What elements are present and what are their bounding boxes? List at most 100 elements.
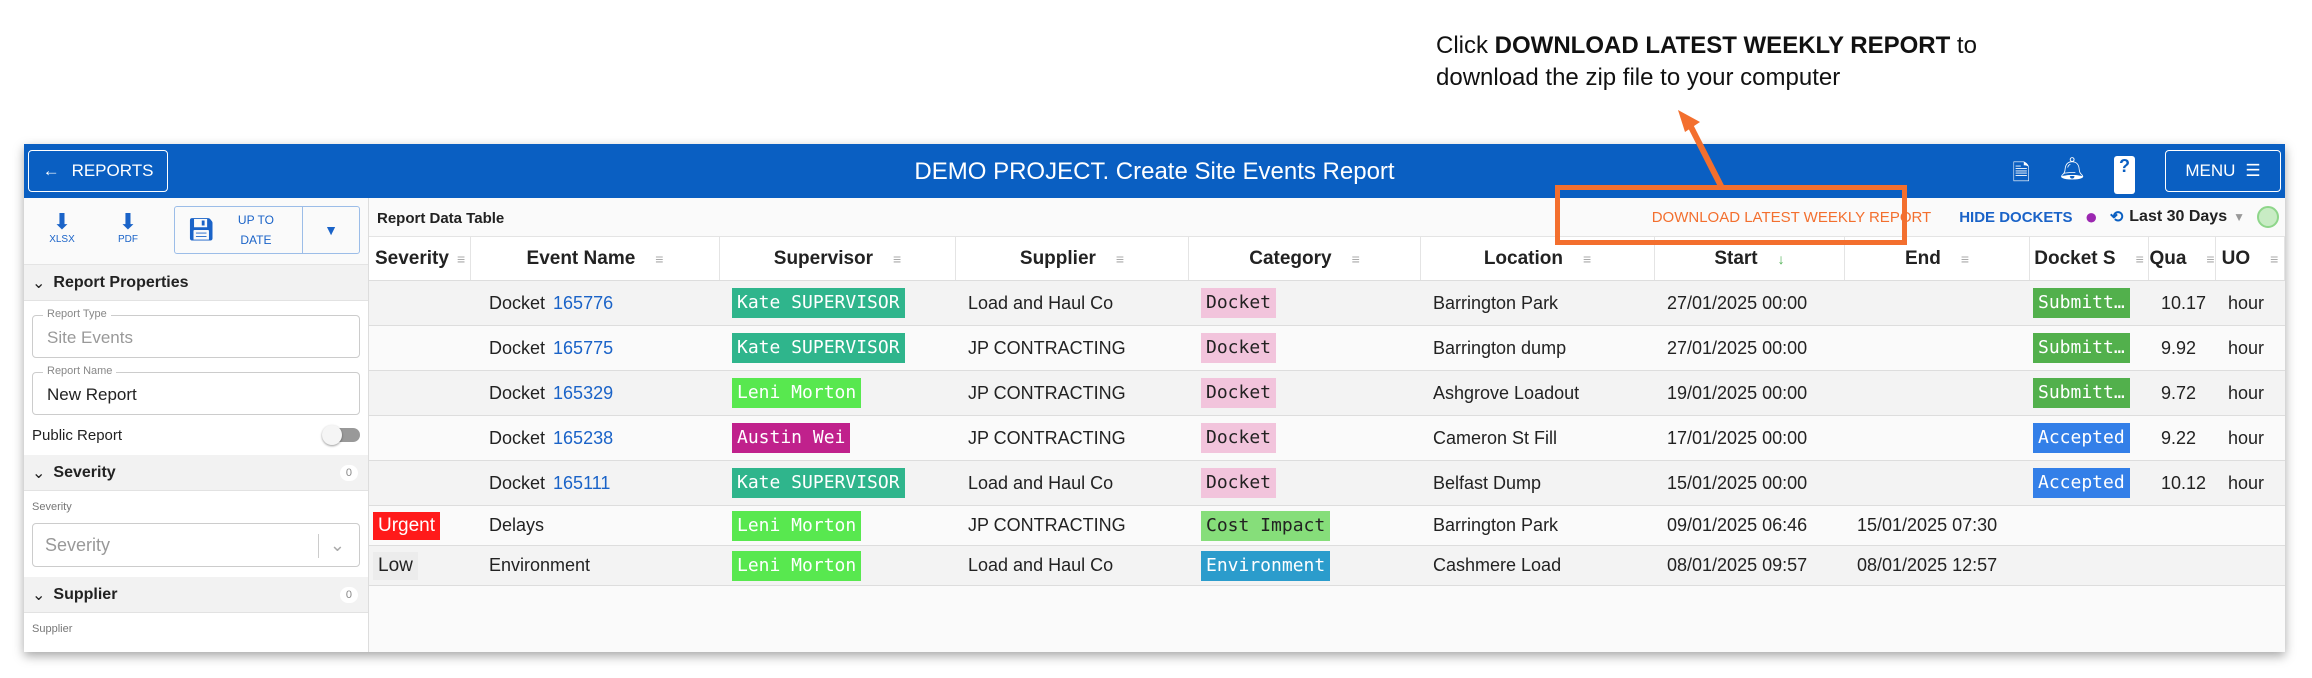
severity-badge: Urgent	[373, 511, 441, 540]
column-header[interactable]: Docket S ≡	[2030, 237, 2149, 280]
column-header[interactable]: End ≡	[1845, 237, 2030, 280]
docket-link[interactable]: 165111	[553, 472, 611, 493]
supplier: JP CONTRACTING	[968, 337, 1126, 358]
field-value: New Report	[47, 385, 137, 404]
status-cell: Submitt…	[2030, 333, 2149, 363]
supplier: Load and Haul Co	[968, 555, 1114, 575]
event-cell: Docket 165775	[471, 338, 720, 359]
public-report-toggle[interactable]	[322, 425, 360, 445]
filter-icon[interactable]: ≡	[655, 250, 664, 267]
filter-icon[interactable]: ≡	[1351, 250, 1360, 267]
location-cell: Barrington Park	[1421, 293, 1655, 314]
date-range-select[interactable]: ⟲ Last 30 Days ▼	[2110, 207, 2245, 227]
quantity-cell: 9.92	[2149, 338, 2216, 359]
filter-icon[interactable]: ≡	[1115, 250, 1125, 267]
column-header[interactable]: Supervisor ≡	[720, 237, 956, 280]
event-name: Delays	[489, 515, 545, 535]
filter-icon[interactable]: ≡	[2135, 250, 2144, 267]
docket-link[interactable]: 165775	[553, 337, 614, 358]
supervisor-cell: Leni Morton	[720, 378, 956, 408]
sort-desc-icon[interactable]: ↓	[1777, 250, 1785, 267]
severity-select[interactable]: Severity ⌄	[32, 523, 360, 567]
column-title: UO	[2221, 247, 2251, 269]
severity-section[interactable]: ⌄ Severity 0	[24, 455, 368, 491]
supervisor-chip: Leni Morton	[732, 550, 862, 581]
section-title: Severity	[53, 463, 116, 481]
table-row[interactable]: Docket 165238 Austin Wei JP CONTRACTING Dock…	[369, 416, 2285, 461]
field-value: Site Events	[47, 328, 133, 347]
column-header[interactable]: Start ↓	[1655, 237, 1845, 280]
filter-icon[interactable]: ≡	[1583, 250, 1592, 267]
column-header[interactable]: Supplier ≡	[956, 237, 1189, 280]
menu-button[interactable]: MENU ☰	[2165, 150, 2281, 192]
start-cell: 15/01/2025 00:00	[1655, 473, 1845, 494]
column-header[interactable]: Category ≡	[1189, 237, 1421, 280]
location: Belfast Dump	[1433, 472, 1542, 493]
download-latest-weekly-report-button[interactable]: DOWNLOAD LATEST WEEKLY REPORT	[1651, 208, 1932, 226]
column-header[interactable]: Qua ≡	[2149, 237, 2216, 280]
filter-icon[interactable]: ≡	[1960, 250, 1970, 267]
unit: hour	[2228, 427, 2265, 448]
app-window: ← REPORTS DEMO PROJECT. Create Site Event…	[24, 144, 2285, 652]
start-time: 08/01/2025 09:57	[1667, 555, 1808, 575]
table-row[interactable]: Docket 165776 Kate SUPERVISOR Load and Haul…	[369, 281, 2285, 326]
xlsx-label: XLSX	[49, 234, 75, 245]
table-row[interactable]: Docket 165329 Leni Morton JP CONTRACTING Doc…	[369, 371, 2285, 416]
document-check-icon[interactable]: 🗎	[2012, 160, 2031, 185]
category-chip: Docket	[1201, 288, 1277, 318]
public-report-label: Public Report	[32, 426, 123, 444]
filter-icon[interactable]: ≡	[2206, 250, 2215, 267]
table-row[interactable]: Docket 165111 Kate SUPERVISOR Load and Haul…	[369, 461, 2285, 506]
report-type-field[interactable]: Report Type Site Events	[32, 308, 360, 358]
hide-dockets-button[interactable]: HIDE DOCKETS	[1959, 208, 2073, 226]
filter-icon[interactable]: ≡	[2270, 250, 2279, 267]
table-row[interactable]: Low Environment Leni Morton Load and Haul C…	[369, 546, 2285, 586]
category-chip: Cost Impact	[1201, 510, 1331, 541]
supplier-cell: Load and Haul Co	[956, 473, 1189, 494]
quantity: 9.72	[2161, 382, 2197, 403]
back-to-reports-button[interactable]: ← REPORTS	[28, 150, 168, 192]
table-row[interactable]: Docket 165775 Kate SUPERVISOR JP CONTRACTIN…	[369, 326, 2285, 371]
category-chip: Environment	[1201, 550, 1331, 581]
supervisor-cell: Austin Wei	[720, 423, 956, 453]
event-name: Environment	[489, 555, 591, 575]
filter-icon[interactable]: ≡	[893, 250, 902, 267]
supplier-cell: JP CONTRACTING	[956, 428, 1189, 449]
report-properties-section[interactable]: ⌄ Report Properties	[24, 265, 368, 301]
column-header[interactable]: Location ≡	[1421, 237, 1655, 280]
column-header[interactable]: Severity ≡	[369, 237, 471, 280]
docket-link[interactable]: 165329	[553, 382, 614, 403]
field-label: Report Type	[43, 308, 111, 320]
unit-cell: hour	[2216, 383, 2285, 404]
location-cell: Cashmere Load	[1421, 555, 1655, 576]
docket-link[interactable]: 165238	[553, 427, 614, 448]
location: Barrington Park	[1433, 515, 1559, 535]
location: Ashgrove Loadout	[1433, 382, 1580, 403]
quantity: 10.12	[2161, 472, 2207, 493]
docket-status-chip: Submitt…	[2033, 333, 2130, 363]
pdf-label: PDF	[118, 234, 138, 245]
table-row[interactable]: Urgent Delays Leni Morton JP CONTRACTING Cos…	[369, 506, 2285, 546]
export-pdf-button[interactable]: ⬇ PDF	[108, 210, 148, 246]
palette-icon[interactable]: ●	[2084, 204, 2098, 229]
supervisor-cell: Kate SUPERVISOR	[720, 333, 956, 363]
bell-icon[interactable]: 🔔︎	[2058, 156, 2086, 181]
supervisor-chip: Austin Wei	[732, 423, 851, 453]
event-name: Docket	[489, 472, 546, 493]
table-header-row: Severity ≡ Event Name ≡ Supervisor ≡ Supplier ≡…	[369, 237, 2285, 281]
supplier-section[interactable]: ⌄ Supplier 0	[24, 577, 368, 613]
chevron-down-icon: ⌄	[32, 586, 46, 604]
category-chip: Docket	[1201, 468, 1277, 498]
column-header[interactable]: Event Name ≡	[471, 237, 720, 280]
field-label: Report Name	[43, 365, 117, 377]
column-header[interactable]: UO ≡	[2216, 237, 2285, 280]
event-cell: Docket 165329	[471, 383, 720, 404]
report-name-field[interactable]: Report Name New Report	[32, 365, 360, 415]
export-xlsx-button[interactable]: ⬇ XLSX	[42, 210, 82, 246]
save-options-dropdown[interactable]: ▼	[303, 207, 359, 253]
filter-icon[interactable]: ≡	[456, 250, 466, 267]
highlight-box	[1555, 185, 1907, 245]
save-button[interactable]: 💾︎ UP TO DATE	[175, 207, 303, 253]
docket-link[interactable]: 165776	[553, 292, 614, 313]
help-icon[interactable]: ?	[2114, 156, 2135, 194]
